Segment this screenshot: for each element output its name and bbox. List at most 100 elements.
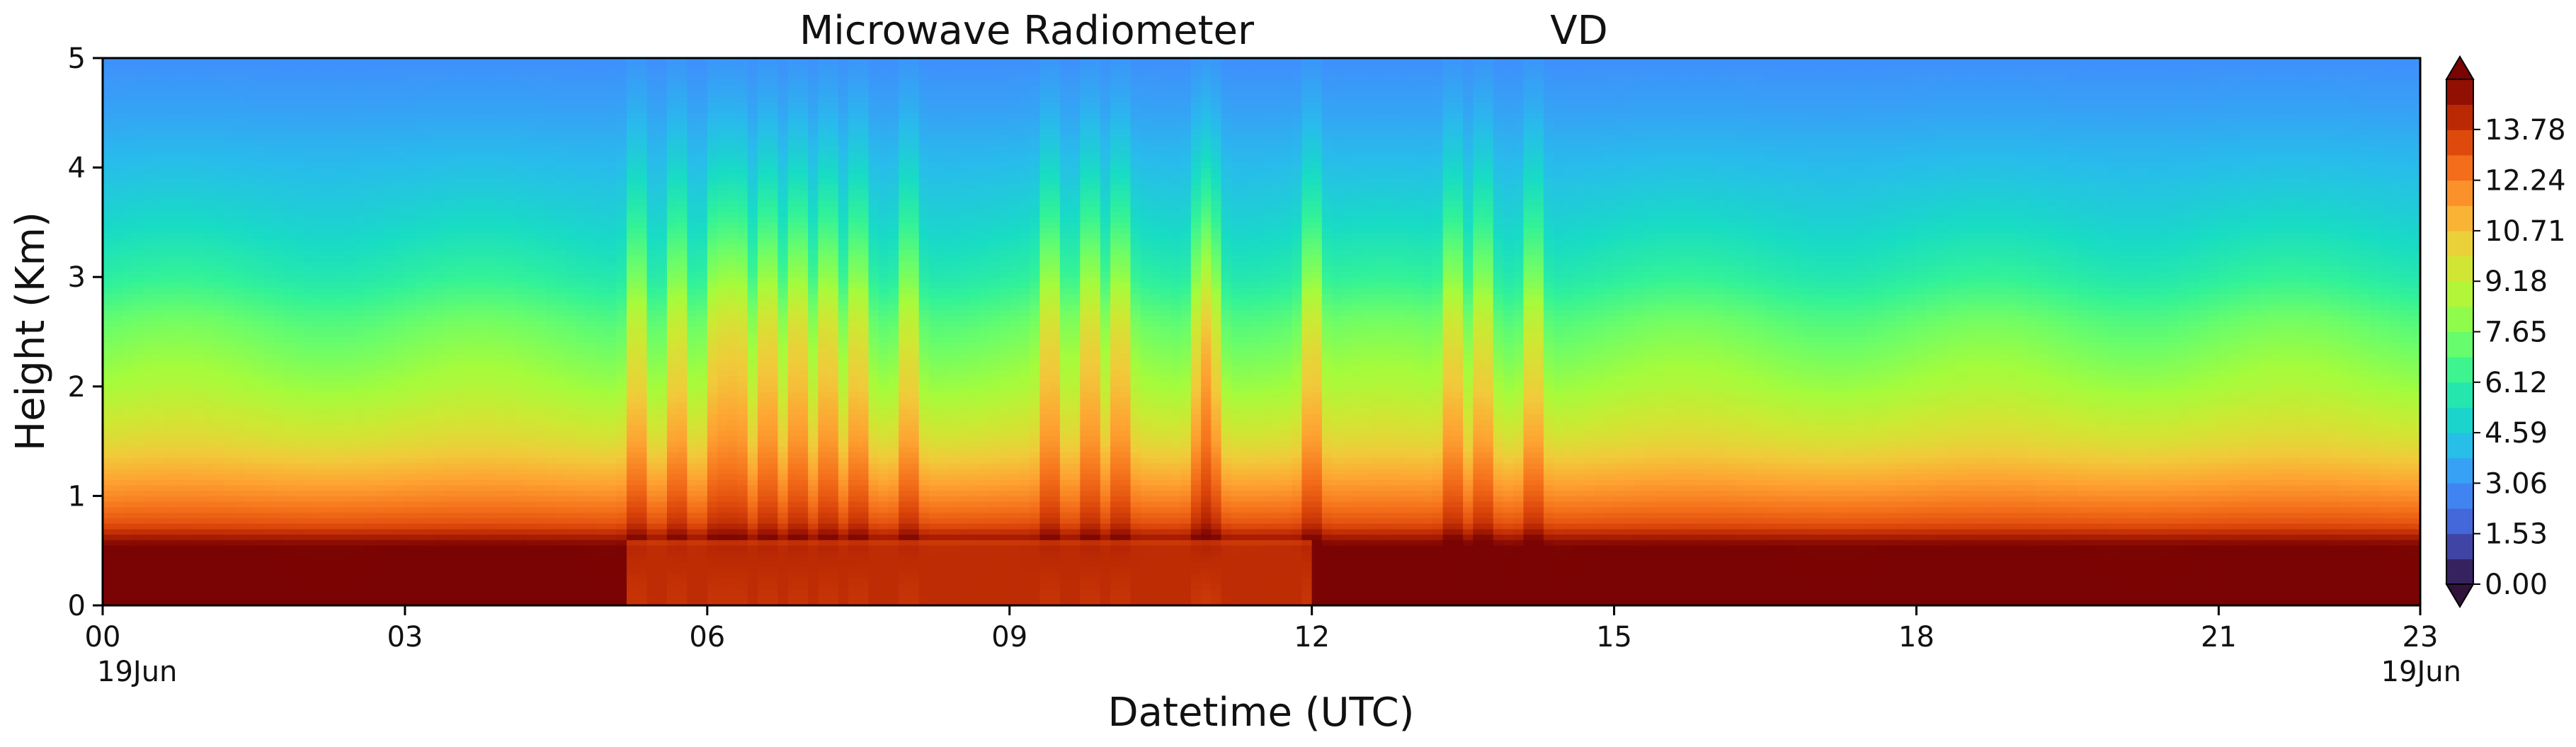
heatmap-cell: [506, 222, 517, 229]
heatmap-cell: [334, 271, 346, 278]
heatmap-cell: [334, 299, 346, 305]
heatmap-cell: [415, 544, 426, 552]
heatmap-cell: [384, 178, 396, 185]
heatmap-cell: [344, 91, 355, 97]
heatmap-cell: [183, 496, 194, 502]
heatmap-cell: [515, 167, 527, 173]
heatmap-cell: [506, 189, 517, 195]
heatmap-cell: [364, 58, 375, 64]
heatmap-cell: [132, 189, 144, 195]
heatmap-cell: [404, 315, 416, 321]
heatmap-cell: [566, 556, 577, 562]
heatmap-cell: [354, 167, 365, 173]
heatmap-cell: [415, 496, 426, 502]
heatmap-cell: [465, 392, 477, 398]
heatmap-cell: [113, 370, 124, 376]
heatmap-cell: [465, 501, 477, 508]
heatmap-cell: [324, 512, 335, 518]
heatmap-cell: [435, 375, 446, 382]
heatmap-cell: [546, 200, 557, 207]
heatmap-cell: [425, 277, 436, 283]
heatmap-cell: [314, 74, 325, 81]
heatmap-cell: [576, 424, 587, 431]
heatmap-cell: [253, 299, 265, 305]
heatmap-cell: [525, 518, 537, 524]
heatmap-cell: [485, 145, 496, 152]
heatmap-cell: [384, 331, 396, 338]
heatmap-cell: [515, 518, 527, 524]
heatmap-cell: [394, 239, 406, 245]
heatmap-cell: [375, 392, 386, 398]
heatmap-cell: [364, 107, 375, 113]
heatmap-cell: [213, 550, 224, 557]
heatmap-cell: [445, 496, 456, 502]
heatmap-cell: [244, 69, 255, 75]
heatmap-cell: [586, 63, 597, 70]
heatmap-cell: [132, 255, 144, 261]
heatmap-cell: [394, 540, 406, 546]
heatmap-cell: [546, 435, 557, 442]
heatmap-cell: [142, 424, 154, 431]
heatmap-cell: [284, 249, 295, 256]
heatmap-cell: [163, 463, 174, 469]
heatmap-cell: [223, 239, 234, 245]
heatmap-cell: [375, 156, 386, 163]
heatmap-cell: [284, 600, 295, 606]
heatmap-cell: [535, 69, 547, 75]
heatmap-cell: [455, 556, 466, 562]
heatmap-cell: [576, 348, 587, 355]
heatmap-cell: [506, 588, 517, 595]
heatmap-cell: [354, 518, 365, 524]
heatmap-cell: [203, 479, 215, 486]
heatmap-cell: [294, 69, 305, 75]
heatmap-cell: [465, 364, 477, 371]
heatmap-cell: [122, 266, 134, 273]
heatmap-cell: [525, 364, 537, 371]
heatmap-cell: [142, 107, 154, 113]
heatmap-cell: [253, 255, 265, 261]
heatmap-cell: [153, 139, 164, 147]
heatmap-cell: [203, 129, 215, 135]
heatmap-cell: [556, 463, 567, 469]
heatmap-cell: [535, 331, 547, 338]
heatmap-cell: [334, 386, 346, 393]
heatmap-cell: [525, 101, 537, 108]
heatmap-cell: [515, 364, 527, 371]
heatmap-cell: [364, 151, 375, 157]
heatmap-cell: [163, 348, 174, 355]
heatmap-cell: [244, 435, 255, 442]
heatmap-cell: [485, 217, 496, 223]
heatmap-cell: [455, 386, 466, 393]
heatmap-cell: [344, 386, 355, 393]
heatmap-cell: [475, 222, 486, 229]
heatmap-cell: [324, 244, 335, 251]
heatmap-cell: [375, 211, 386, 217]
heatmap-cell: [566, 392, 577, 398]
heatmap-cell: [404, 173, 416, 179]
heatmap-cell: [223, 129, 234, 135]
heatmap-cell: [415, 139, 426, 147]
heatmap-cell: [425, 572, 436, 578]
heatmap-cell: [304, 315, 315, 321]
heatmap-cell: [103, 430, 113, 436]
heatmap-cell: [485, 227, 496, 234]
heatmap-cell: [485, 183, 496, 190]
heatmap-cell: [485, 139, 496, 147]
heatmap-cell: [304, 397, 315, 404]
heatmap-cell: [122, 392, 134, 398]
heatmap-cell: [203, 435, 215, 442]
heatmap-cell: [394, 200, 406, 207]
heatmap-cell: [344, 277, 355, 283]
heatmap-cell: [113, 74, 124, 81]
heatmap-cell: [223, 271, 234, 278]
heatmap-cell: [103, 364, 113, 371]
heatmap-cell: [596, 255, 608, 261]
heatmap-cell: [546, 135, 557, 141]
heatmap-cell: [153, 205, 164, 212]
heatmap-cell: [485, 375, 496, 382]
heatmap-cell: [334, 544, 346, 552]
heatmap-cell: [485, 490, 496, 496]
heatmap-cell: [465, 173, 477, 179]
heatmap-cell: [435, 233, 446, 239]
heatmap-cell: [103, 484, 113, 491]
